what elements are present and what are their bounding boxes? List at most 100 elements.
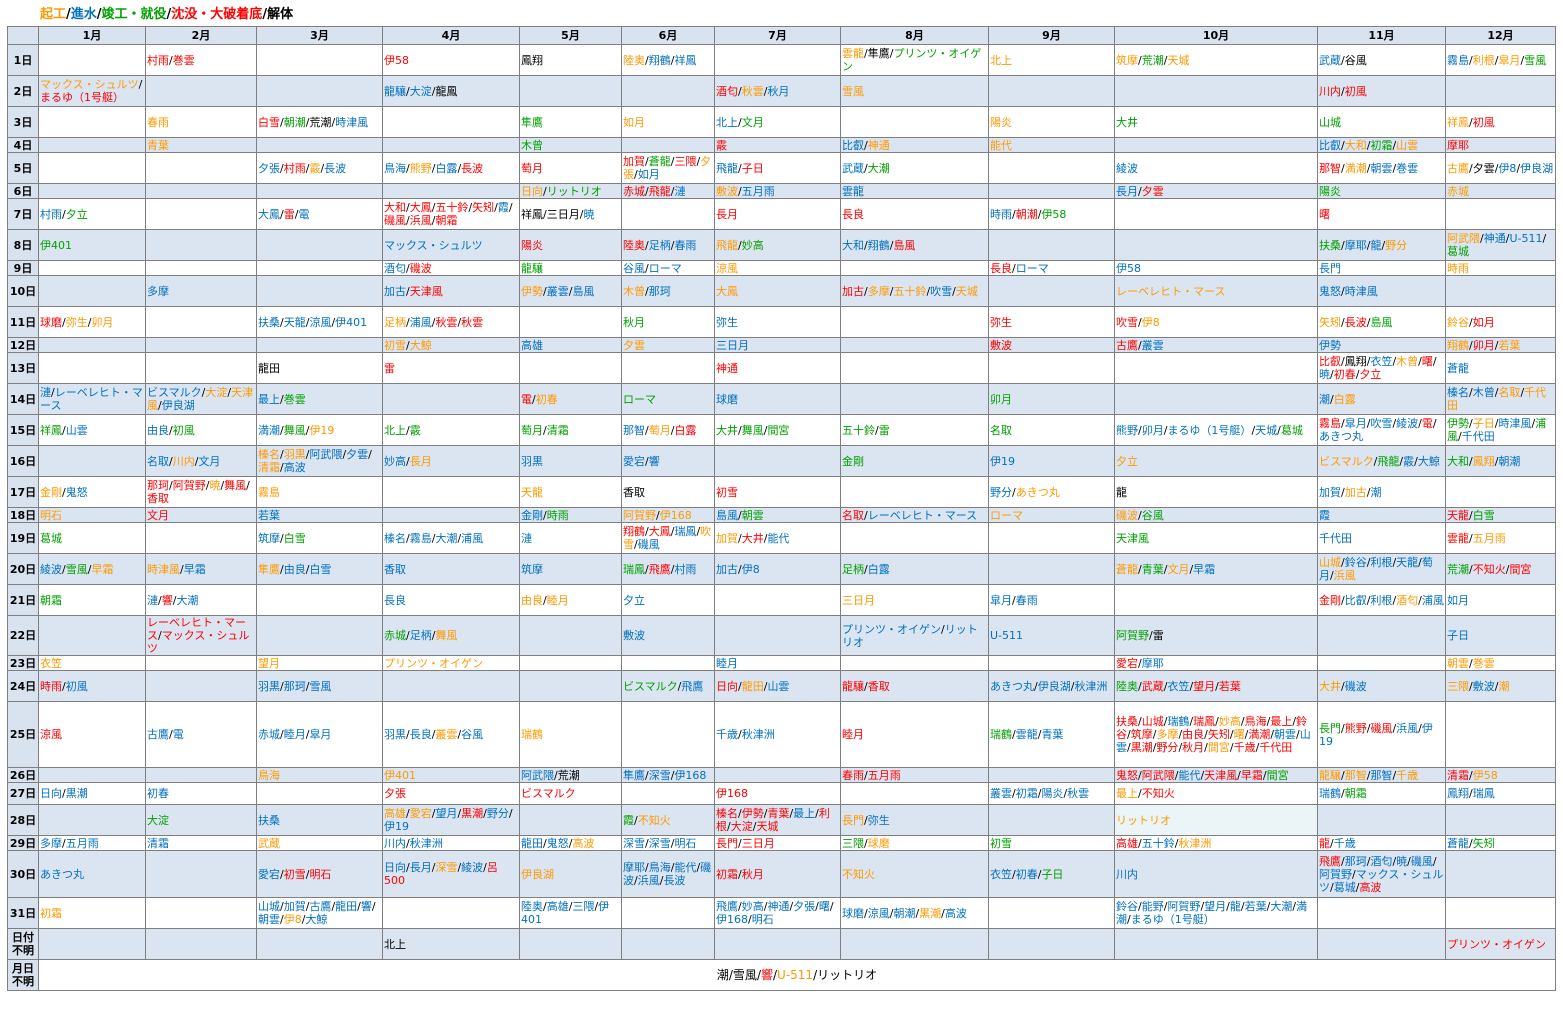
calendar-cell: 龍驤/那智/那智/千歳	[1317, 767, 1446, 783]
calendar-cell: 瑞鶴/雲龍/青葉	[988, 701, 1115, 768]
calendar-cell: 北上/文月	[714, 106, 841, 138]
ship-name: 三日月	[741, 836, 775, 850]
day-row: 10日 多摩 加古/天津風 伊勢/叢雲/島風 木曾/那珂 大鳳 加古/多摩/五十鈴/吹雪/天…	[7, 275, 1556, 307]
ship-name: 浜風	[1333, 569, 1356, 582]
ship-name: 雲龍	[1015, 728, 1038, 741]
ship-name: 大淀	[205, 386, 228, 399]
day-label: 29日	[7, 835, 39, 851]
calendar-cell: 叢雲/初霜/陽炎/秋雲	[988, 782, 1115, 805]
ship-name: 飛龍	[648, 184, 671, 198]
ship-name: 曙	[818, 900, 830, 913]
ship-name: 若葉	[1498, 338, 1521, 352]
calendar-cell: 雪風	[840, 75, 989, 107]
calendar-cell: 那智/萄月/白露	[621, 414, 715, 446]
ship-name: 大和	[842, 238, 864, 252]
calendar-cell: 文月	[145, 507, 257, 523]
calendar-cell	[621, 137, 715, 153]
calendar-cell: U-511	[988, 615, 1115, 656]
ship-name: 響	[161, 593, 173, 607]
ship-name: 巻雲	[1472, 656, 1495, 670]
calendar-cell: 熊野/卯月/まるゆ（1号艇）/天城/葛城	[1114, 414, 1318, 446]
calendar-cell	[840, 782, 989, 805]
day-label: 15日	[7, 414, 39, 446]
day-label: 18日	[7, 507, 39, 523]
ship-name: 天城	[1167, 53, 1190, 67]
ship-name: 睦月	[546, 593, 569, 607]
ship-name: 清霜	[1447, 768, 1469, 782]
month-header: 8月	[840, 26, 989, 45]
ship-name: 酒匂	[1370, 854, 1393, 868]
ship-name: 吹雪	[930, 284, 953, 298]
ship-name: 翔鶴	[648, 53, 671, 67]
ship-name: 陽炎	[1041, 787, 1064, 800]
day-label: 21日	[7, 584, 39, 616]
day-row: 27日 日向/黒潮 初春 夕張 ビスマルク 伊168 叢雲/初霜/陽炎/秋雲 最上/不知火 瑞鶴…	[7, 782, 1556, 805]
calendar-cell: 古鷹/電	[145, 701, 257, 768]
ship-name: レーベレヒト・マース	[867, 508, 978, 522]
calendar-cell: 曙	[1317, 198, 1446, 230]
calendar-cell	[38, 137, 146, 153]
ship-name: 夕張	[793, 900, 816, 913]
ship-name: 由良	[521, 593, 543, 607]
calendar-cell: 羽黒/長良/叢雲/谷風	[382, 701, 520, 768]
calendar-cell: 長良	[382, 584, 520, 616]
calendar-cell: 長良/ローマ	[988, 260, 1115, 276]
calendar-cell: 時雨	[1445, 260, 1556, 276]
calendar-cell	[988, 553, 1115, 585]
calendar-cell: 名取/川内/文月	[145, 445, 257, 477]
calendar-cell: 北上	[988, 44, 1115, 76]
legend-item: /	[166, 7, 172, 22]
calendar-cell: 陽炎	[1317, 183, 1446, 199]
ship-name: 村雨	[674, 562, 697, 576]
ship-name: 如月	[1472, 315, 1495, 329]
ship-name: 飛龍	[716, 238, 738, 252]
ship-name: 敷波	[716, 184, 738, 198]
ship-name: 高波	[572, 836, 595, 850]
ship-name: 伊58	[1472, 768, 1498, 782]
ship-name: 夕張	[258, 161, 280, 175]
ship-name: 高波	[1359, 880, 1382, 894]
ship-name: 伊168	[674, 768, 707, 782]
calendar-cell	[145, 655, 257, 671]
ship-name: 伊勢	[1447, 417, 1469, 430]
ship-name: 雪風	[1524, 53, 1547, 67]
ship-name: 叢雲	[546, 284, 569, 298]
calendar-cell: 明石	[38, 507, 146, 523]
calendar-cell: 村雨/巻雲	[145, 44, 257, 76]
calendar-cell: 鳥海/熊野/白露/長波	[382, 152, 520, 184]
calendar-cell	[988, 767, 1115, 783]
ship-name: 赤城	[623, 184, 645, 198]
ship-name: 鈴谷	[1447, 315, 1469, 329]
calendar-cell	[621, 701, 715, 768]
ship-name: 初雪	[283, 867, 306, 881]
calendar-cell	[988, 183, 1115, 199]
ship-name: 大和	[1447, 454, 1469, 468]
day-row: 20日 綾波/雪風/早霜 時津風/早霜 隼鷹/由良/白雪 香取 筑摩 瑞鳳/飛鷹/村雨 加古/…	[7, 553, 1556, 585]
ship-name: 漣	[674, 184, 686, 198]
ship-name: 榛名	[258, 448, 280, 461]
ship-name: 陽炎	[521, 238, 543, 252]
ship-name: 谷風	[461, 728, 484, 741]
ship-name: 能代	[990, 138, 1012, 152]
ship-name: 巻雲	[283, 392, 306, 406]
day-label: 3日	[7, 106, 39, 138]
ship-name: 隼鷹	[867, 47, 890, 60]
ship-name: 伊58	[1041, 207, 1067, 221]
calendar-cell	[840, 522, 989, 554]
ship-name: 初風	[1344, 84, 1367, 98]
calendar-cell	[145, 152, 257, 184]
calendar-cell	[38, 152, 146, 184]
ship-name: 初霜	[1015, 787, 1038, 800]
ship-name: 千歳	[1396, 768, 1419, 782]
day-label: 30日	[7, 850, 39, 898]
ship-name: 長良	[384, 593, 406, 607]
ship-name: 明石	[674, 836, 697, 850]
calendar-cell: 扶桑/天龍/涼風/伊401	[256, 306, 383, 338]
calendar-cell	[1317, 897, 1446, 929]
ship-name: 北上	[384, 423, 406, 437]
ship-name: 磯風	[1410, 854, 1433, 868]
ship-name: 千代田	[1461, 430, 1495, 443]
calendar-cell	[38, 445, 146, 477]
ship-name: 山雲	[767, 679, 790, 693]
ship-name: ローマ	[648, 261, 682, 275]
